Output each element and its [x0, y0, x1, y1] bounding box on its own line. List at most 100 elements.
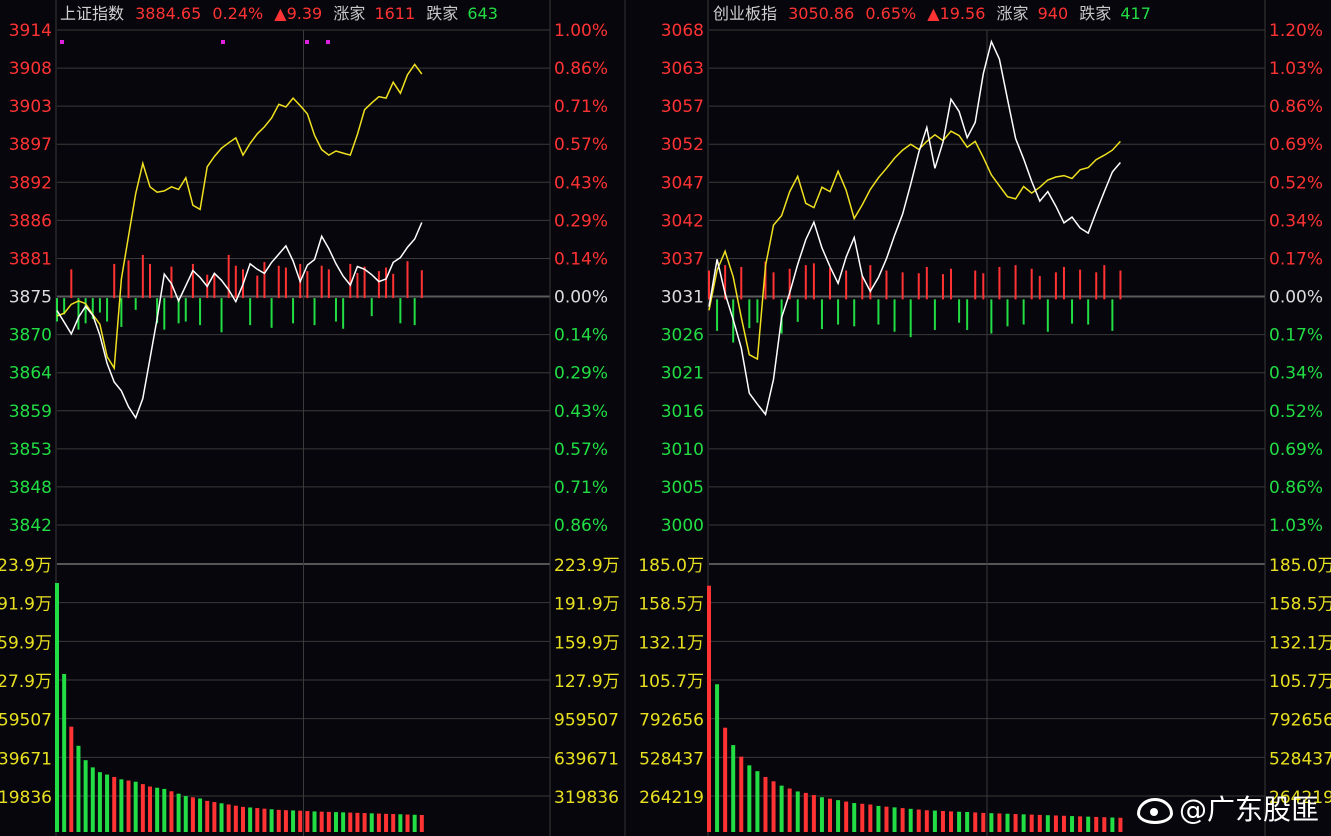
volume-tick-label: 158.5万 — [1269, 595, 1331, 615]
pct-tick-label: 0.43% — [554, 173, 608, 193]
pct-tick-label: 0.34% — [1269, 211, 1323, 231]
volume-bar — [844, 801, 849, 832]
up-label: 涨家 — [996, 4, 1029, 23]
pct-tick-label: 0.57% — [554, 440, 608, 460]
pct-tick-label: 0.14% — [554, 326, 608, 346]
price-tick-label: 3010 — [661, 440, 704, 460]
price-tick-label: 3886 — [9, 211, 52, 231]
volume-bar — [333, 812, 338, 832]
volume-bar — [219, 803, 224, 832]
volume-bar — [69, 726, 74, 832]
volume-bar — [763, 776, 768, 832]
volume-tick-label: 223.9万 — [554, 556, 620, 576]
pct-tick-label: 0.86% — [1269, 478, 1323, 498]
volume-bar — [981, 812, 986, 832]
volume-tick-label: 319836 — [0, 788, 52, 808]
volume-bar — [176, 793, 181, 832]
volume-bar — [326, 811, 331, 832]
volume-bar — [405, 814, 410, 832]
volume-tick-label: 132.1万 — [638, 633, 704, 653]
event-marker — [60, 40, 64, 44]
volume-bar — [803, 792, 808, 832]
volume-bar — [860, 803, 865, 832]
pct-tick-label: 1.03% — [1269, 59, 1323, 79]
volume-tick-label: 319836 — [554, 788, 619, 808]
volume-bar — [997, 813, 1002, 832]
volume-tick-label: 185.0万 — [1269, 556, 1331, 576]
volume-bar — [819, 797, 824, 832]
avg-price-line — [56, 63, 423, 371]
volume-bar — [1061, 815, 1066, 832]
volume-bar — [398, 814, 403, 832]
volume-bar — [233, 805, 238, 832]
volume-bar — [1094, 816, 1099, 832]
volume-bar — [255, 808, 260, 832]
volume-tick-label: 158.5万 — [638, 595, 704, 615]
volume-bar — [916, 809, 921, 832]
index-pct: 0.24% — [212, 4, 264, 23]
volume-tick-label: 159.9万 — [0, 633, 52, 653]
price-tick-label: 3842 — [9, 516, 52, 536]
volume-bar — [868, 804, 873, 832]
volume-tick-label: 264219 — [1269, 788, 1331, 808]
volume-bar — [355, 812, 360, 832]
volume-bar — [852, 803, 857, 832]
pct-tick-label: 0.86% — [1269, 97, 1323, 117]
volume-tick-label: 792656 — [1269, 711, 1331, 731]
volume-bar — [362, 813, 367, 832]
pct-tick-label: 0.57% — [554, 135, 608, 155]
volume-bar — [319, 811, 324, 832]
volume-bar — [83, 760, 88, 832]
pct-tick-label: 0.17% — [1269, 326, 1323, 346]
volume-bar — [924, 810, 929, 832]
volume-tick-label: 105.7万 — [1269, 672, 1331, 692]
volume-bar — [205, 800, 210, 832]
index-name: 创业板指 — [713, 4, 778, 23]
price-tick-label: 3042 — [661, 211, 704, 231]
volume-bar — [715, 684, 720, 832]
volume-bar — [957, 811, 962, 832]
volume-bar — [212, 802, 217, 832]
volume-bar — [755, 771, 760, 832]
volume-bar — [1005, 813, 1010, 832]
price-tick-label: 3068 — [661, 21, 704, 41]
pct-tick-label: 0.00% — [554, 288, 608, 308]
volume-bar — [989, 813, 994, 832]
index-change: ▲19.56 — [927, 4, 986, 23]
volume-bar — [1037, 814, 1042, 832]
down-label: 跌家 — [426, 4, 459, 23]
pct-tick-label: 0.86% — [554, 59, 608, 79]
volume-bar — [226, 804, 231, 832]
volume-bar — [900, 808, 905, 832]
pct-tick-label: 0.29% — [554, 364, 608, 384]
watermark: @广东股匪 — [1136, 788, 1319, 828]
pct-tick-label: 0.86% — [554, 516, 608, 536]
volume-bar — [1053, 815, 1058, 832]
volume-bar — [369, 813, 374, 832]
price-tick-label: 3000 — [661, 516, 704, 536]
right-chart-header: 创业板指 3050.86 0.65% ▲19.56 涨家 940 跌家 417 — [713, 2, 1157, 26]
volume-tick-label: 191.9万 — [0, 595, 52, 615]
volume-bar — [1118, 817, 1123, 832]
volume-bar — [973, 812, 978, 832]
down-count: 643 — [467, 4, 498, 23]
volume-bar — [949, 811, 954, 832]
up-label: 涨家 — [333, 4, 366, 23]
price-tick-label: 3057 — [661, 97, 704, 117]
index-price: 3884.65 — [135, 4, 202, 23]
volume-bar — [965, 812, 970, 832]
volume-bar — [133, 781, 138, 832]
volume-bar — [787, 788, 792, 832]
volume-tick-label: 264219 — [639, 788, 704, 808]
volume-bar — [283, 810, 288, 832]
volume-bar — [892, 807, 897, 832]
event-marker — [221, 40, 225, 44]
pct-tick-label: 0.43% — [554, 402, 608, 422]
pct-tick-label: 0.71% — [554, 478, 608, 498]
volume-bar — [305, 811, 310, 832]
weibo-logo-icon — [1136, 798, 1173, 824]
volume-bar — [55, 583, 59, 832]
volume-bar — [262, 808, 267, 832]
volume-tick-label: 959507 — [0, 711, 52, 731]
